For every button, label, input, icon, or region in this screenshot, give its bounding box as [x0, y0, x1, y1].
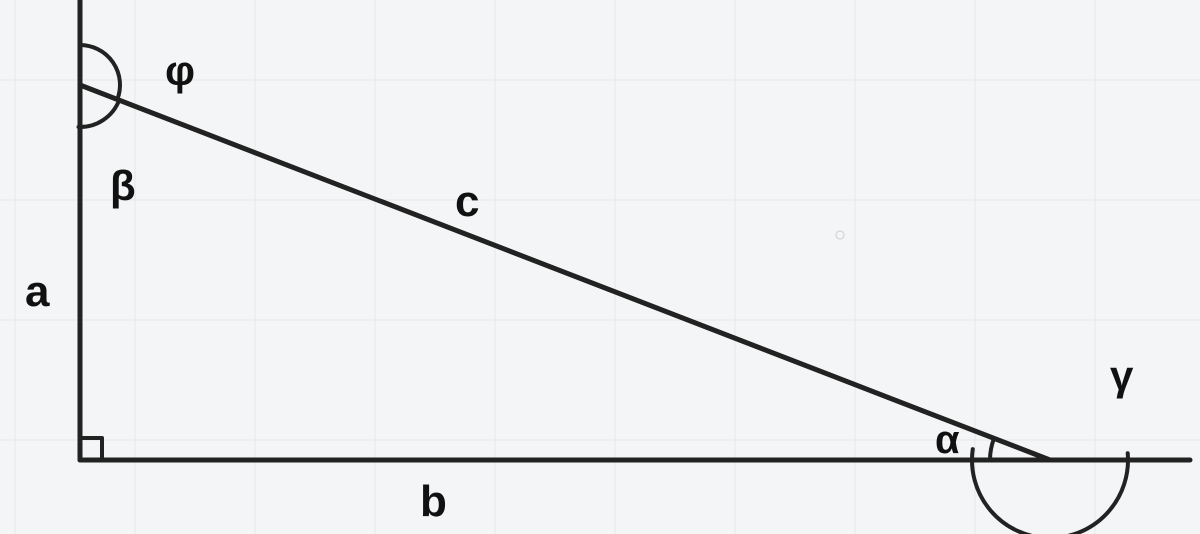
side-c-line [80, 85, 1050, 460]
side-b-label: b [420, 480, 447, 524]
angle-alpha-label: α [935, 420, 960, 460]
angle-phi-label: φ [165, 50, 195, 92]
angle-beta-arc [79, 100, 120, 127]
angle-beta-label: β [110, 165, 136, 207]
right-angle-marker [80, 438, 102, 460]
angle-alpha-arc [990, 438, 994, 460]
angle-gamma-label: γ [1110, 355, 1133, 397]
side-a-label: a [25, 270, 49, 314]
diagram-canvas: a b c β φ α γ [0, 0, 1200, 534]
side-c-label: c [455, 180, 479, 224]
decorative-circle [836, 231, 844, 239]
